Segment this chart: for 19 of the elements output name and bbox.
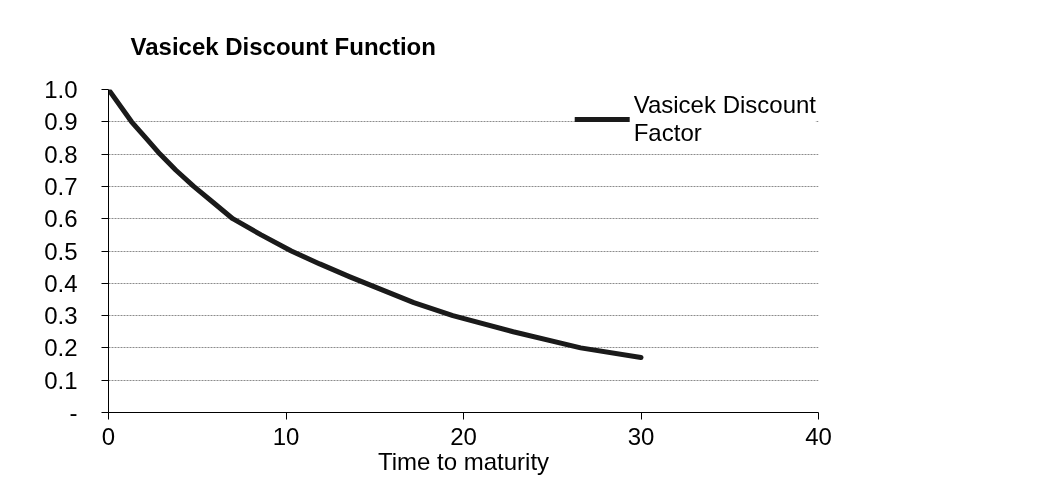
legend-label: Vasicek Discount Factor [633,91,816,147]
x-tick-label: 10 [272,422,300,450]
y-tick-label: 0.2 [44,334,78,362]
x-tick-label: 0 [101,422,116,450]
x-tick-label: 30 [627,422,655,450]
y-tick-label: 0.7 [44,172,78,200]
y-tick-label: 0.5 [44,237,78,265]
y-tick-label: - [69,399,78,426]
x-tick-label: 40 [805,422,832,450]
y-tick-label: 0.3 [44,302,78,330]
y-tick-label: 0.8 [44,140,78,168]
x-axis-title: Time to maturity [377,447,550,475]
chart-title: Vasicek Discount Function [130,32,436,60]
y-tick-label: 0.6 [44,205,78,233]
y-tick-label: 0.4 [44,269,78,297]
x-tick-label: 20 [450,422,477,450]
y-tick-label: 0.1 [44,366,78,394]
y-tick-label: 0.9 [44,108,78,136]
y-tick-label: 1.0 [44,76,78,103]
